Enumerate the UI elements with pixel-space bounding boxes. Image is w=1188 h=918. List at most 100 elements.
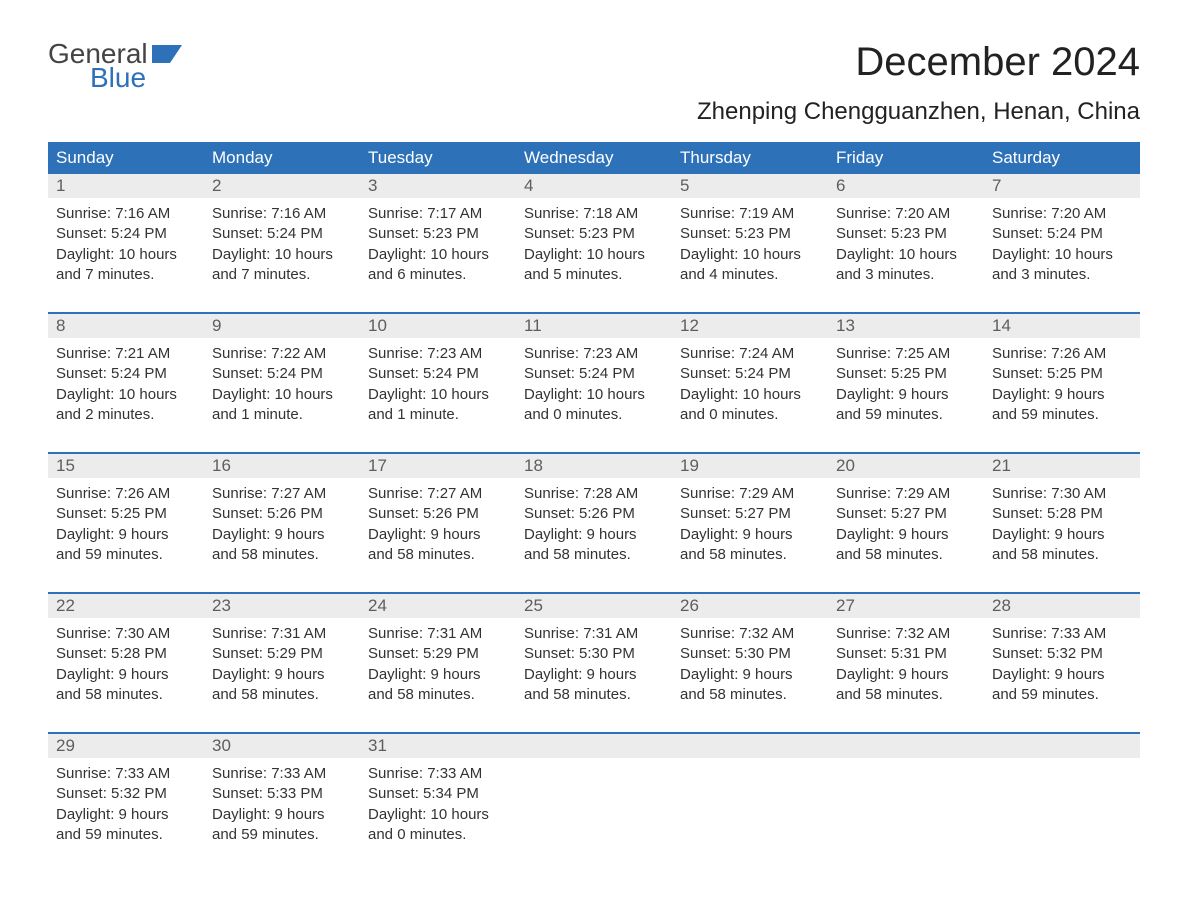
calendar-day: 3Sunrise: 7:17 AMSunset: 5:23 PMDaylight… [360, 174, 516, 294]
day-sunrise: Sunrise: 7:33 AM [56, 764, 196, 784]
day-sunrise: Sunrise: 7:21 AM [56, 344, 196, 364]
calendar-day: 23Sunrise: 7:31 AMSunset: 5:29 PMDayligh… [204, 594, 360, 714]
day-dl2: and 58 minutes. [56, 685, 196, 705]
weekday-header: Saturday [984, 142, 1140, 174]
calendar-day: 8Sunrise: 7:21 AMSunset: 5:24 PMDaylight… [48, 314, 204, 434]
day-dl1: Daylight: 9 hours [368, 665, 508, 685]
day-sunrise: Sunrise: 7:25 AM [836, 344, 976, 364]
day-dl1: Daylight: 10 hours [524, 245, 664, 265]
day-dl2: and 58 minutes. [212, 545, 352, 565]
day-details: Sunrise: 7:29 AMSunset: 5:27 PMDaylight:… [672, 478, 828, 565]
day-details: Sunrise: 7:30 AMSunset: 5:28 PMDaylight:… [984, 478, 1140, 565]
day-dl2: and 58 minutes. [212, 685, 352, 705]
day-sunrise: Sunrise: 7:17 AM [368, 204, 508, 224]
day-sunrise: Sunrise: 7:26 AM [56, 484, 196, 504]
calendar-day [672, 734, 828, 854]
day-number: 4 [516, 174, 672, 198]
day-dl2: and 59 minutes. [56, 825, 196, 845]
day-sunrise: Sunrise: 7:27 AM [368, 484, 508, 504]
day-number [828, 734, 984, 758]
day-dl2: and 58 minutes. [836, 545, 976, 565]
calendar-day: 27Sunrise: 7:32 AMSunset: 5:31 PMDayligh… [828, 594, 984, 714]
day-number: 11 [516, 314, 672, 338]
day-sunset: Sunset: 5:28 PM [992, 504, 1132, 524]
day-details: Sunrise: 7:32 AMSunset: 5:31 PMDaylight:… [828, 618, 984, 705]
calendar-day: 25Sunrise: 7:31 AMSunset: 5:30 PMDayligh… [516, 594, 672, 714]
day-details: Sunrise: 7:23 AMSunset: 5:24 PMDaylight:… [360, 338, 516, 425]
day-details: Sunrise: 7:30 AMSunset: 5:28 PMDaylight:… [48, 618, 204, 705]
calendar-day: 15Sunrise: 7:26 AMSunset: 5:25 PMDayligh… [48, 454, 204, 574]
weekday-header: Thursday [672, 142, 828, 174]
calendar: Sunday Monday Tuesday Wednesday Thursday… [48, 142, 1140, 854]
day-details: Sunrise: 7:26 AMSunset: 5:25 PMDaylight:… [984, 338, 1140, 425]
day-dl2: and 1 minute. [212, 405, 352, 425]
day-dl1: Daylight: 9 hours [56, 805, 196, 825]
day-details: Sunrise: 7:33 AMSunset: 5:33 PMDaylight:… [204, 758, 360, 845]
calendar-day: 31Sunrise: 7:33 AMSunset: 5:34 PMDayligh… [360, 734, 516, 854]
day-dl1: Daylight: 10 hours [992, 245, 1132, 265]
day-dl2: and 0 minutes. [368, 825, 508, 845]
logo: General Blue [48, 40, 186, 92]
calendar-day: 22Sunrise: 7:30 AMSunset: 5:28 PMDayligh… [48, 594, 204, 714]
day-number: 31 [360, 734, 516, 758]
day-sunset: Sunset: 5:26 PM [368, 504, 508, 524]
calendar-day: 5Sunrise: 7:19 AMSunset: 5:23 PMDaylight… [672, 174, 828, 294]
day-sunset: Sunset: 5:27 PM [680, 504, 820, 524]
calendar-day: 19Sunrise: 7:29 AMSunset: 5:27 PMDayligh… [672, 454, 828, 574]
day-dl2: and 5 minutes. [524, 265, 664, 285]
weekday-header-row: Sunday Monday Tuesday Wednesday Thursday… [48, 142, 1140, 174]
day-details: Sunrise: 7:29 AMSunset: 5:27 PMDaylight:… [828, 478, 984, 565]
day-details: Sunrise: 7:16 AMSunset: 5:24 PMDaylight:… [48, 198, 204, 285]
day-dl1: Daylight: 9 hours [680, 525, 820, 545]
day-details: Sunrise: 7:33 AMSunset: 5:32 PMDaylight:… [48, 758, 204, 845]
day-dl1: Daylight: 10 hours [680, 385, 820, 405]
day-number: 21 [984, 454, 1140, 478]
day-details: Sunrise: 7:32 AMSunset: 5:30 PMDaylight:… [672, 618, 828, 705]
day-number: 17 [360, 454, 516, 478]
day-details: Sunrise: 7:27 AMSunset: 5:26 PMDaylight:… [204, 478, 360, 565]
day-sunrise: Sunrise: 7:32 AM [836, 624, 976, 644]
day-sunrise: Sunrise: 7:26 AM [992, 344, 1132, 364]
day-sunset: Sunset: 5:24 PM [680, 364, 820, 384]
day-number: 26 [672, 594, 828, 618]
day-details: Sunrise: 7:18 AMSunset: 5:23 PMDaylight:… [516, 198, 672, 285]
calendar-day: 12 Sunrise: 7:24 AMSunset: 5:24 PMDayligh… [672, 314, 828, 434]
day-dl1: Daylight: 9 hours [524, 665, 664, 685]
day-sunrise: Sunrise: 7:22 AM [212, 344, 352, 364]
day-sunrise: Sunrise: 7:19 AM [680, 204, 820, 224]
day-dl1: Daylight: 10 hours [368, 385, 508, 405]
day-dl2: and 59 minutes. [992, 405, 1132, 425]
day-sunset: Sunset: 5:23 PM [524, 224, 664, 244]
day-dl2: and 7 minutes. [56, 265, 196, 285]
header: General Blue December 2024 [48, 40, 1140, 92]
day-dl2: and 58 minutes. [680, 685, 820, 705]
day-sunrise: Sunrise: 7:29 AM [836, 484, 976, 504]
day-details: Sunrise: 7:28 AMSunset: 5:26 PMDaylight:… [516, 478, 672, 565]
weekday-header: Wednesday [516, 142, 672, 174]
day-dl2: and 59 minutes. [56, 545, 196, 565]
day-sunrise: Sunrise: 7:29 AM [680, 484, 820, 504]
day-dl1: Daylight: 10 hours [368, 805, 508, 825]
day-details: Sunrise: 7:21 AMSunset: 5:24 PMDaylight:… [48, 338, 204, 425]
calendar-day: 13Sunrise: 7:25 AMSunset: 5:25 PMDayligh… [828, 314, 984, 434]
day-number: 24 [360, 594, 516, 618]
day-dl1: Daylight: 9 hours [212, 665, 352, 685]
calendar-day: 20Sunrise: 7:29 AMSunset: 5:27 PMDayligh… [828, 454, 984, 574]
day-sunrise: Sunrise: 7:31 AM [368, 624, 508, 644]
day-number: 12 [672, 314, 828, 338]
day-number: 25 [516, 594, 672, 618]
calendar-day: 2Sunrise: 7:16 AMSunset: 5:24 PMDaylight… [204, 174, 360, 294]
calendar-day: 6Sunrise: 7:20 AMSunset: 5:23 PMDaylight… [828, 174, 984, 294]
day-dl2: and 58 minutes. [368, 685, 508, 705]
day-sunrise: Sunrise: 7:24 AM [680, 344, 820, 364]
day-dl1: Daylight: 10 hours [212, 245, 352, 265]
day-dl2: and 0 minutes. [524, 405, 664, 425]
day-sunset: Sunset: 5:24 PM [212, 364, 352, 384]
page-title: December 2024 [855, 40, 1140, 85]
day-dl1: Daylight: 10 hours [368, 245, 508, 265]
calendar-day: 7Sunrise: 7:20 AMSunset: 5:24 PMDaylight… [984, 174, 1140, 294]
day-number [516, 734, 672, 758]
day-number: 18 [516, 454, 672, 478]
day-details: Sunrise: 7:31 AMSunset: 5:29 PMDaylight:… [204, 618, 360, 705]
weekday-header: Sunday [48, 142, 204, 174]
